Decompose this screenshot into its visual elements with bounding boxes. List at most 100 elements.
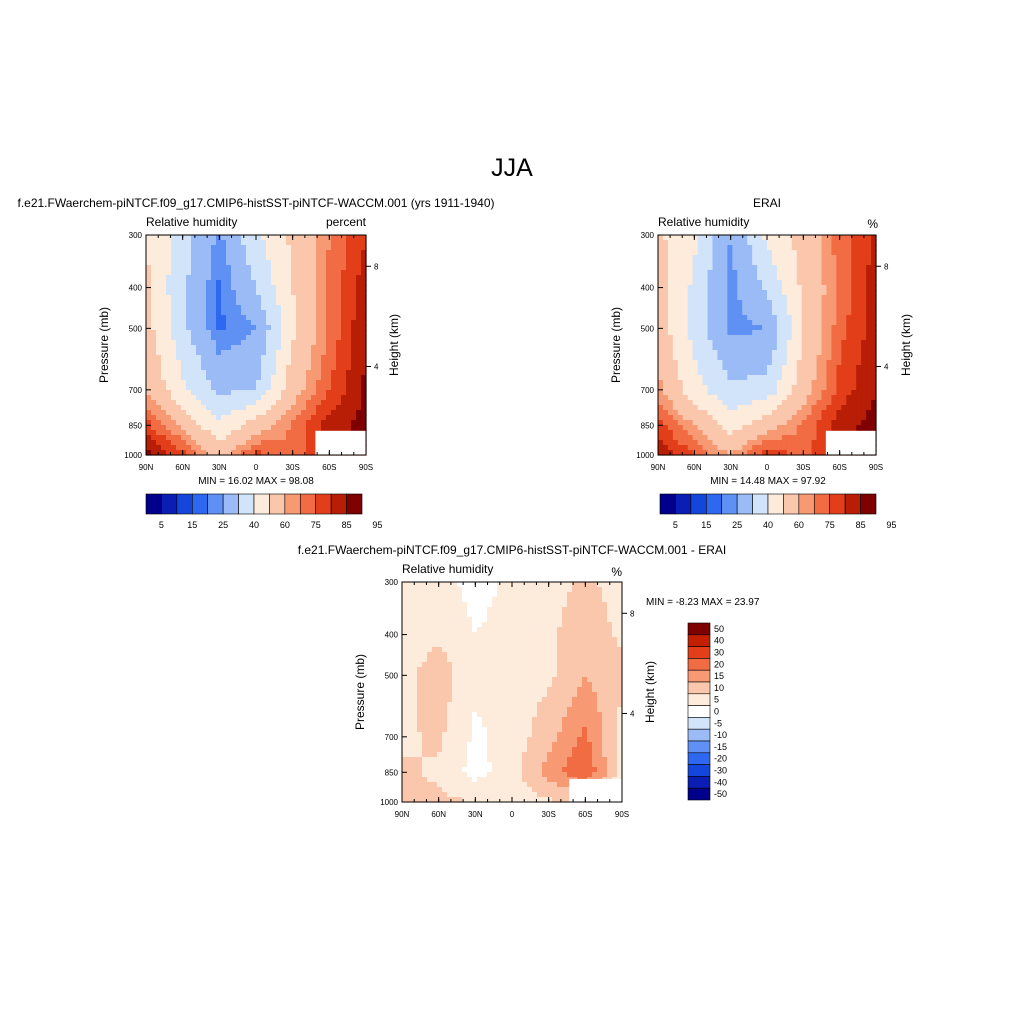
contour-cell: [186, 240, 192, 246]
contour-cell: [311, 440, 317, 446]
contour-cell: [171, 250, 177, 256]
contour-cell: [836, 420, 842, 426]
contour-cell: [831, 305, 837, 311]
contour-cell: [206, 440, 212, 446]
contour-cell: [851, 340, 857, 346]
contour-cell: [326, 275, 332, 281]
contour-cell: [211, 425, 217, 431]
contour-cell: [507, 602, 513, 608]
contour-cell: [732, 245, 738, 251]
contour-cell: [216, 360, 222, 366]
contour-cell: [672, 235, 679, 241]
contour-cell: [231, 445, 237, 451]
contour-cell: [261, 250, 267, 256]
contour-cell: [592, 612, 598, 618]
contour-cell: [276, 265, 282, 271]
contour-cell: [161, 440, 167, 446]
contour-cell: [682, 300, 689, 306]
contour-cell: [687, 385, 694, 391]
contour-cell: [866, 400, 872, 406]
contour-cell: [801, 255, 808, 261]
contour-cell: [241, 320, 247, 326]
contour-cell: [336, 385, 342, 391]
contour-cell: [236, 375, 242, 381]
contour-cell: [552, 652, 558, 658]
contour-cell: [291, 300, 297, 306]
contour-cell: [291, 375, 297, 381]
contour-cell: [747, 340, 753, 346]
contour-cell: [507, 612, 513, 618]
contour-cell: [216, 440, 222, 446]
contour-cell: [356, 400, 362, 406]
contour-cell: [497, 632, 503, 638]
contour-cell: [336, 270, 342, 276]
contour-cell: [301, 420, 307, 426]
contour-cell: [236, 265, 242, 271]
contour-cell: [487, 652, 493, 658]
contour-cell: [702, 335, 709, 341]
contour-cell: [206, 370, 212, 376]
contour-cell: [286, 245, 292, 251]
contour-cell: [211, 450, 217, 456]
contour-cell: [156, 360, 162, 366]
contour-cell: [356, 395, 362, 401]
contour-cell: [477, 612, 483, 618]
contour-cell: [567, 662, 573, 668]
contour-cell: [796, 295, 803, 301]
contour-cell: [816, 290, 823, 296]
contour-cell: [871, 290, 877, 296]
contour-cell: [221, 240, 227, 246]
contour-cell: [186, 400, 192, 406]
contour-cell: [306, 355, 312, 361]
contour-cell: [246, 310, 252, 316]
contour-cell: [662, 280, 669, 286]
y-tick-label: 1000: [636, 451, 654, 460]
contour-cell: [682, 350, 689, 356]
contour-cell: [757, 360, 763, 366]
contour-cell: [762, 310, 768, 316]
contour-cell: [722, 345, 728, 351]
contour-cell: [856, 390, 862, 396]
contour-cell: [271, 415, 277, 421]
contour-cell: [667, 355, 674, 361]
contour-cell: [191, 235, 197, 241]
contour-cell: [742, 445, 748, 451]
contour-cell: [771, 315, 778, 321]
contour-cell: [181, 295, 187, 301]
contour-cell: [672, 320, 679, 326]
contour-cell: [732, 405, 738, 411]
contour-cell: [841, 370, 847, 376]
contour-cell: [816, 395, 823, 401]
contour-cell: [201, 440, 207, 446]
contour-cell: [851, 395, 857, 401]
contour-cell: [331, 260, 337, 266]
contour-cell: [727, 355, 733, 361]
contour-cell: [702, 380, 709, 386]
contour-cell: [752, 260, 758, 266]
contour-cell: [707, 370, 714, 376]
contour-cell: [291, 240, 297, 246]
contour-cell: [762, 280, 768, 286]
contour-cell: [356, 255, 362, 261]
contour-cell: [336, 375, 342, 381]
contour-cell: [791, 260, 798, 266]
contour-cell: [241, 250, 247, 256]
panel-model-title: f.e21.FWaerchem-piNTCF.f09_g17.CMIP6-his…: [17, 196, 494, 210]
contour-cell: [356, 245, 362, 251]
contour-cell: [712, 290, 719, 296]
contour-cell: [806, 275, 813, 281]
contour-cell: [747, 255, 753, 261]
contour-cell: [196, 435, 202, 441]
contour-cell: [727, 240, 733, 246]
contour-cell: [841, 365, 847, 371]
contour-cell: [276, 255, 282, 261]
contour-cell: [356, 300, 362, 306]
contour-cell: [612, 622, 618, 628]
contour-cell: [677, 435, 684, 441]
contour-cell: [361, 300, 367, 306]
contour-cell: [321, 425, 327, 431]
contour-cell: [607, 652, 613, 658]
contour-cell: [752, 345, 758, 351]
contour-cell: [682, 235, 689, 241]
contour-cell: [532, 672, 538, 678]
